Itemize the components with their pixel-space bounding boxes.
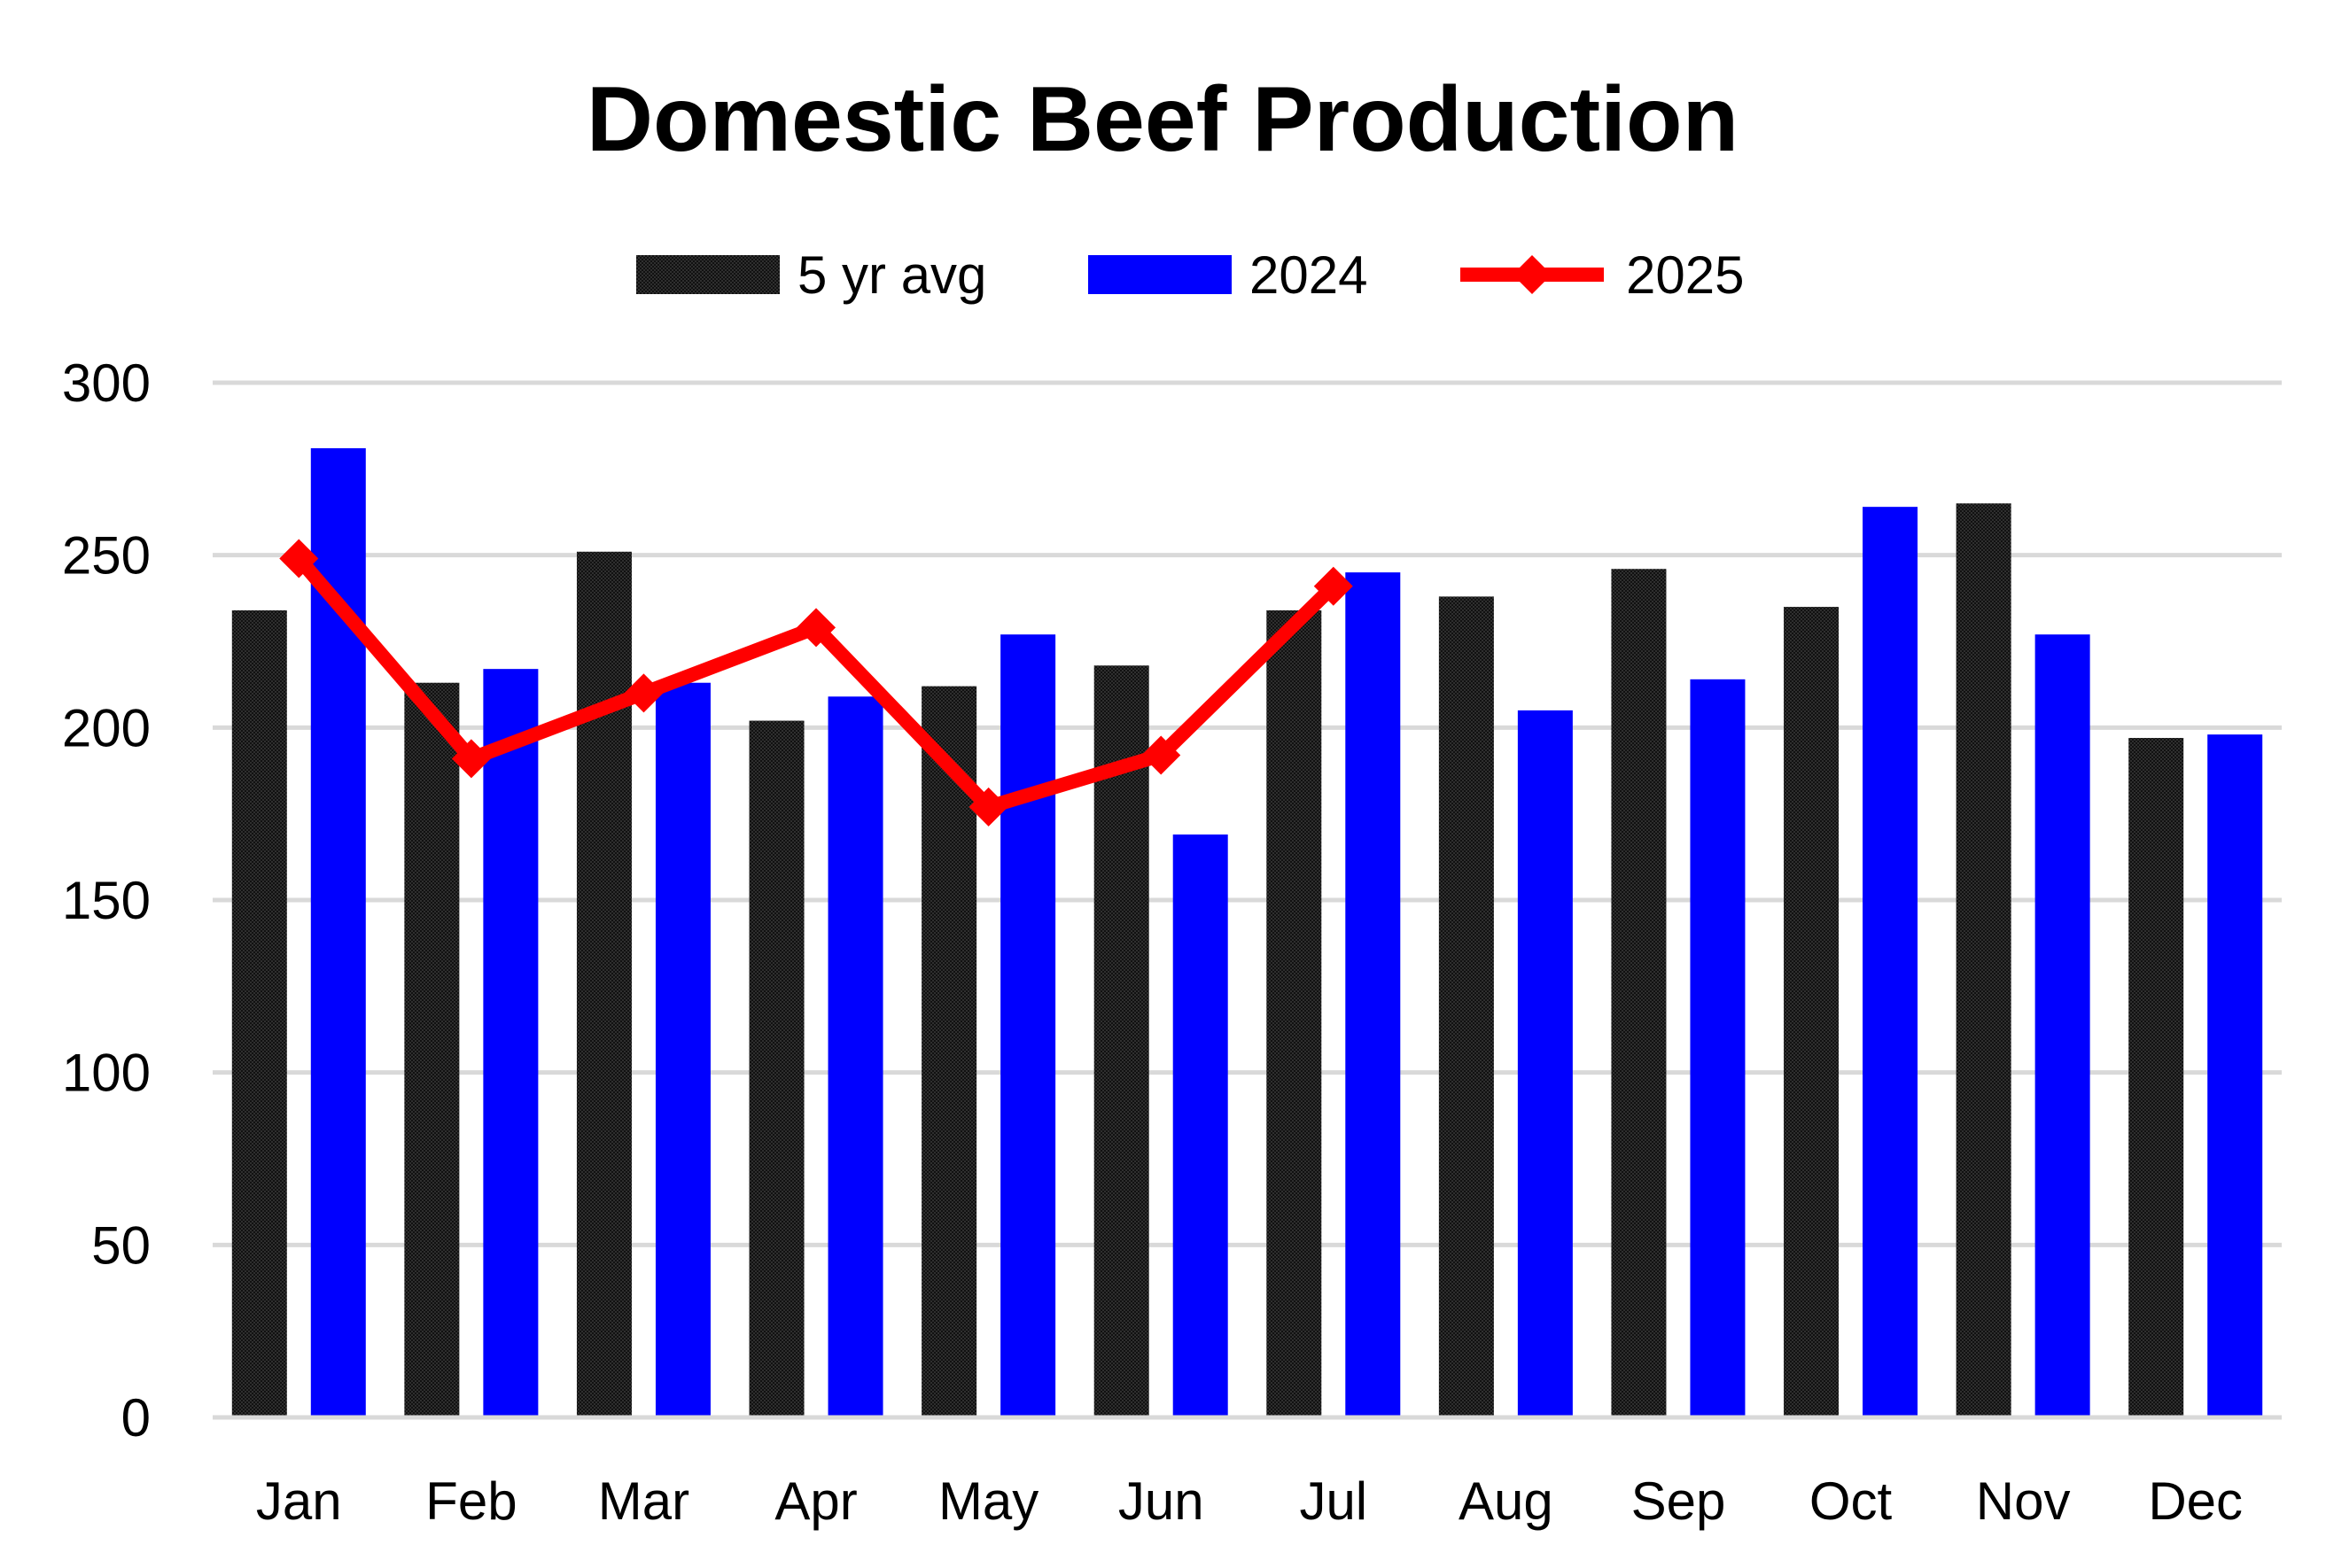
bar-5yr-avg <box>1611 569 1667 1417</box>
y-tick-label: 200 <box>62 698 151 757</box>
bar-5yr-avg <box>231 609 287 1417</box>
bar-2024 <box>655 682 711 1417</box>
bar-5yr-avg <box>1438 596 1494 1417</box>
bar-5yr-avg <box>2128 738 2184 1417</box>
bars <box>231 447 2263 1418</box>
point-2025 <box>1313 566 1353 606</box>
x-tick-label: Mar <box>598 1471 689 1531</box>
legend-swatch-5yr-avg <box>636 255 780 294</box>
x-tick-label: Jul <box>1299 1471 1367 1531</box>
y-tick-label: 100 <box>62 1044 151 1103</box>
bar-2024 <box>483 669 539 1417</box>
point-2025 <box>969 787 1008 827</box>
bar-2024 <box>1863 507 1918 1418</box>
y-tick-label: 300 <box>62 353 151 413</box>
x-tick-label: Oct <box>1809 1471 1893 1531</box>
x-tick-label: Jan <box>256 1471 342 1531</box>
bar-2024 <box>1517 710 1573 1417</box>
y-tick-label: 150 <box>62 871 151 930</box>
x-tick-label: Aug <box>1459 1471 1553 1531</box>
x-tick-label: Dec <box>2148 1471 2243 1531</box>
point-2025 <box>797 608 836 648</box>
y-tick-label: 250 <box>62 526 151 586</box>
y-axis: 0 50 100 150 200 250 300 <box>62 353 151 1448</box>
bar-2024 <box>828 696 883 1417</box>
point-2025 <box>1141 735 1181 775</box>
x-tick-label: Sep <box>1631 1471 1726 1531</box>
x-tick-label: Jun <box>1118 1471 1204 1531</box>
x-tick-label: Nov <box>1976 1471 2071 1531</box>
bar-5yr-avg <box>1956 503 2011 1418</box>
legend-label-2024: 2024 <box>1249 245 1367 305</box>
y-tick-label: 50 <box>91 1215 151 1275</box>
line-series <box>279 539 1353 827</box>
x-axis: Jan Feb Mar Apr May Jun Jul Aug Sep Oct Nov Dec <box>213 1415 2282 1531</box>
bar-5yr-avg <box>404 682 460 1417</box>
legend: 5 yr avg 2024 2025 <box>636 245 1744 305</box>
bar-5yr-avg <box>576 551 632 1417</box>
bar-2024 <box>1690 679 1746 1417</box>
y-tick-label: 0 <box>121 1388 151 1448</box>
point-2025 <box>624 673 664 713</box>
legend-swatch-2024 <box>1088 255 1232 294</box>
legend-label-2025: 2025 <box>1626 245 1744 305</box>
chart-title: Domestic Beef Production <box>587 68 1739 171</box>
bar-5yr-avg <box>922 686 977 1417</box>
point-2025 <box>279 539 319 578</box>
x-tick-label: May <box>938 1471 1039 1531</box>
point-2025 <box>451 739 491 779</box>
bar-5yr-avg <box>1266 609 1322 1417</box>
bar-2024 <box>2207 734 2263 1417</box>
bar-2024 <box>1172 834 1228 1417</box>
legend-swatch-2025-marker <box>1513 255 1552 294</box>
bar-5yr-avg <box>1093 665 1149 1417</box>
x-tick-label: Apr <box>774 1471 857 1531</box>
bar-5yr-avg <box>1784 607 1840 1417</box>
bar-2024 <box>1345 572 1401 1417</box>
bar-5yr-avg <box>749 720 805 1417</box>
bar-2024 <box>2034 634 2090 1417</box>
x-tick-label: Feb <box>425 1471 517 1531</box>
bar-2024 <box>1000 634 1056 1417</box>
legend-label-5yr-avg: 5 yr avg <box>797 245 986 305</box>
